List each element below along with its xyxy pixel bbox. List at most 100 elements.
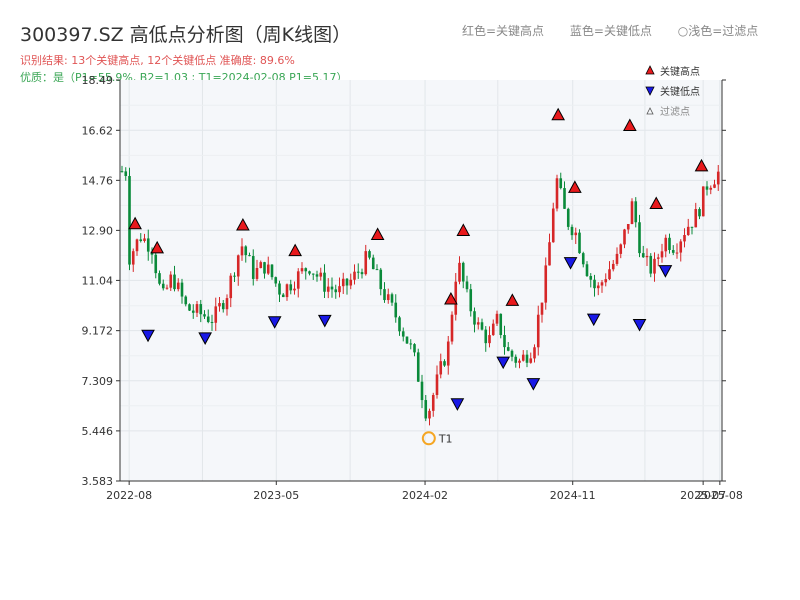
candle-up bbox=[135, 239, 139, 252]
candle-up bbox=[608, 269, 611, 280]
candle-down bbox=[499, 313, 503, 336]
candle-down bbox=[581, 253, 585, 265]
candle-down bbox=[356, 271, 360, 273]
candle-up bbox=[225, 298, 229, 310]
candle-down bbox=[634, 201, 638, 223]
candle-up bbox=[195, 304, 199, 313]
legend-grey-text: ○浅色=过滤点 bbox=[677, 24, 759, 38]
candle-up bbox=[664, 237, 668, 252]
y-tick-label: 16.62 bbox=[82, 124, 114, 137]
candle-down bbox=[570, 226, 574, 236]
y-tick-label: 18.49 bbox=[82, 74, 114, 87]
candle-up bbox=[495, 313, 499, 324]
key-high-marker bbox=[288, 243, 302, 257]
candles bbox=[120, 165, 720, 426]
candle-down bbox=[424, 400, 428, 419]
candle-down bbox=[413, 344, 416, 353]
key-high-marker bbox=[551, 107, 566, 121]
x-tick-label: 2022-08 bbox=[106, 489, 152, 502]
candle-down bbox=[206, 316, 210, 322]
candle-down bbox=[139, 239, 143, 241]
candle-down bbox=[233, 275, 236, 277]
candle-down bbox=[409, 343, 413, 345]
candle-up bbox=[450, 314, 454, 342]
candle-up bbox=[656, 257, 660, 259]
chart-title: 300397.SZ 高低点分析图（周K线图） bbox=[20, 24, 352, 46]
candle-up bbox=[266, 264, 270, 274]
legend-low-label: 关键低点 bbox=[660, 85, 700, 98]
candle-down bbox=[158, 273, 161, 284]
candle-down bbox=[559, 178, 563, 189]
t1-marker bbox=[421, 431, 436, 446]
candle-down bbox=[379, 269, 383, 290]
candle-up bbox=[338, 286, 341, 293]
candle-up bbox=[240, 246, 244, 256]
candle-down bbox=[469, 289, 473, 312]
candle-down bbox=[698, 209, 701, 217]
candle-down bbox=[638, 222, 641, 254]
candle-down bbox=[416, 352, 420, 382]
candle-down bbox=[289, 284, 293, 291]
candle-up bbox=[454, 281, 458, 315]
candle-down bbox=[525, 354, 529, 363]
candle-up bbox=[536, 314, 540, 348]
key-high-marker bbox=[649, 196, 664, 210]
candle-down bbox=[503, 335, 506, 348]
x-ticks: 2022-08 2023-05 2024-02 2024-11 2025-072025-… bbox=[106, 481, 743, 502]
key-low-marker bbox=[563, 257, 578, 270]
key-high-marker bbox=[622, 118, 637, 132]
candle-up bbox=[259, 262, 263, 269]
candle-up bbox=[574, 232, 578, 236]
key-low-marker bbox=[317, 314, 332, 328]
candle-down bbox=[184, 296, 188, 305]
candle-down bbox=[146, 238, 150, 252]
key-low-marker bbox=[586, 313, 601, 327]
candle-up bbox=[619, 244, 623, 254]
candle-down bbox=[480, 322, 484, 330]
candle-down bbox=[191, 310, 195, 313]
candle-up bbox=[431, 394, 435, 411]
candle-up bbox=[255, 268, 259, 279]
candle-down bbox=[578, 232, 581, 254]
legend-high-marker bbox=[645, 65, 655, 75]
candle-up bbox=[300, 268, 304, 272]
key-high-marker bbox=[444, 291, 458, 305]
candle-up bbox=[533, 347, 536, 359]
candle-up bbox=[626, 223, 630, 230]
candle-down bbox=[345, 278, 349, 286]
key-low-marker bbox=[267, 316, 282, 329]
candle-down bbox=[274, 277, 278, 284]
candle-up bbox=[660, 251, 664, 258]
candle-up bbox=[143, 238, 146, 241]
candle-up bbox=[165, 287, 169, 289]
key-low-marker bbox=[141, 329, 155, 343]
candle-down bbox=[278, 283, 281, 295]
x-tick-label: 2023-05 bbox=[253, 489, 299, 502]
x-tick-label: 2024-11 bbox=[550, 489, 596, 502]
key-high-marker bbox=[370, 227, 385, 240]
candle-down bbox=[128, 176, 131, 265]
candle-down bbox=[180, 282, 184, 297]
candle-up bbox=[293, 288, 296, 291]
y-tick-label: 12.90 bbox=[82, 224, 114, 237]
inner-legend: 关键高点 关键低点 过滤点 bbox=[645, 65, 700, 118]
candle-down bbox=[383, 289, 386, 301]
candle-up bbox=[169, 274, 173, 288]
candle-up bbox=[218, 303, 221, 307]
markers: T1 bbox=[128, 107, 709, 446]
candle-down bbox=[315, 274, 319, 277]
t1-label: T1 bbox=[438, 432, 453, 445]
key-low-marker bbox=[658, 265, 673, 278]
candle-down bbox=[270, 264, 274, 278]
candle-up bbox=[611, 263, 615, 270]
candle-down bbox=[649, 255, 653, 274]
candle-up bbox=[131, 251, 135, 265]
candle-up bbox=[540, 302, 544, 315]
candle-down bbox=[461, 262, 465, 282]
candle-down bbox=[690, 226, 694, 228]
candle-down bbox=[308, 271, 311, 274]
y-tick-label: 5.446 bbox=[82, 425, 114, 438]
candle-down bbox=[593, 279, 596, 289]
candle-up bbox=[675, 252, 679, 254]
